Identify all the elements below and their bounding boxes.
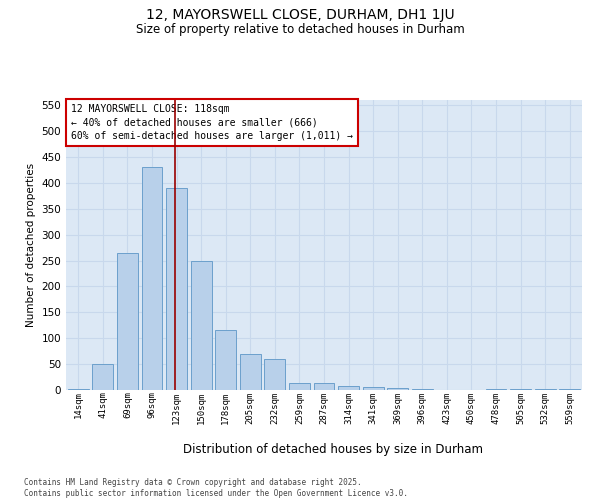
Bar (338, 386, 359, 390)
Bar (191, 260, 212, 390)
Bar (314, 384, 334, 390)
Bar (387, 388, 408, 390)
Bar (117, 253, 138, 390)
Bar (68, 389, 89, 390)
Bar (92, 364, 113, 390)
Bar (142, 168, 163, 390)
Text: Size of property relative to detached houses in Durham: Size of property relative to detached ho… (136, 22, 464, 36)
Bar (289, 384, 310, 390)
Text: Contains HM Land Registry data © Crown copyright and database right 2025.
Contai: Contains HM Land Registry data © Crown c… (24, 478, 408, 498)
Bar (240, 354, 261, 390)
Bar (265, 359, 286, 390)
Y-axis label: Number of detached properties: Number of detached properties (26, 163, 36, 327)
Bar (362, 387, 383, 390)
Bar (215, 330, 236, 390)
Text: 12, MAYORSWELL CLOSE, DURHAM, DH1 1JU: 12, MAYORSWELL CLOSE, DURHAM, DH1 1JU (146, 8, 454, 22)
Text: Distribution of detached houses by size in Durham: Distribution of detached houses by size … (183, 442, 483, 456)
Text: 12 MAYORSWELL CLOSE: 118sqm
← 40% of detached houses are smaller (666)
60% of se: 12 MAYORSWELL CLOSE: 118sqm ← 40% of det… (71, 104, 353, 141)
Bar (166, 188, 187, 390)
